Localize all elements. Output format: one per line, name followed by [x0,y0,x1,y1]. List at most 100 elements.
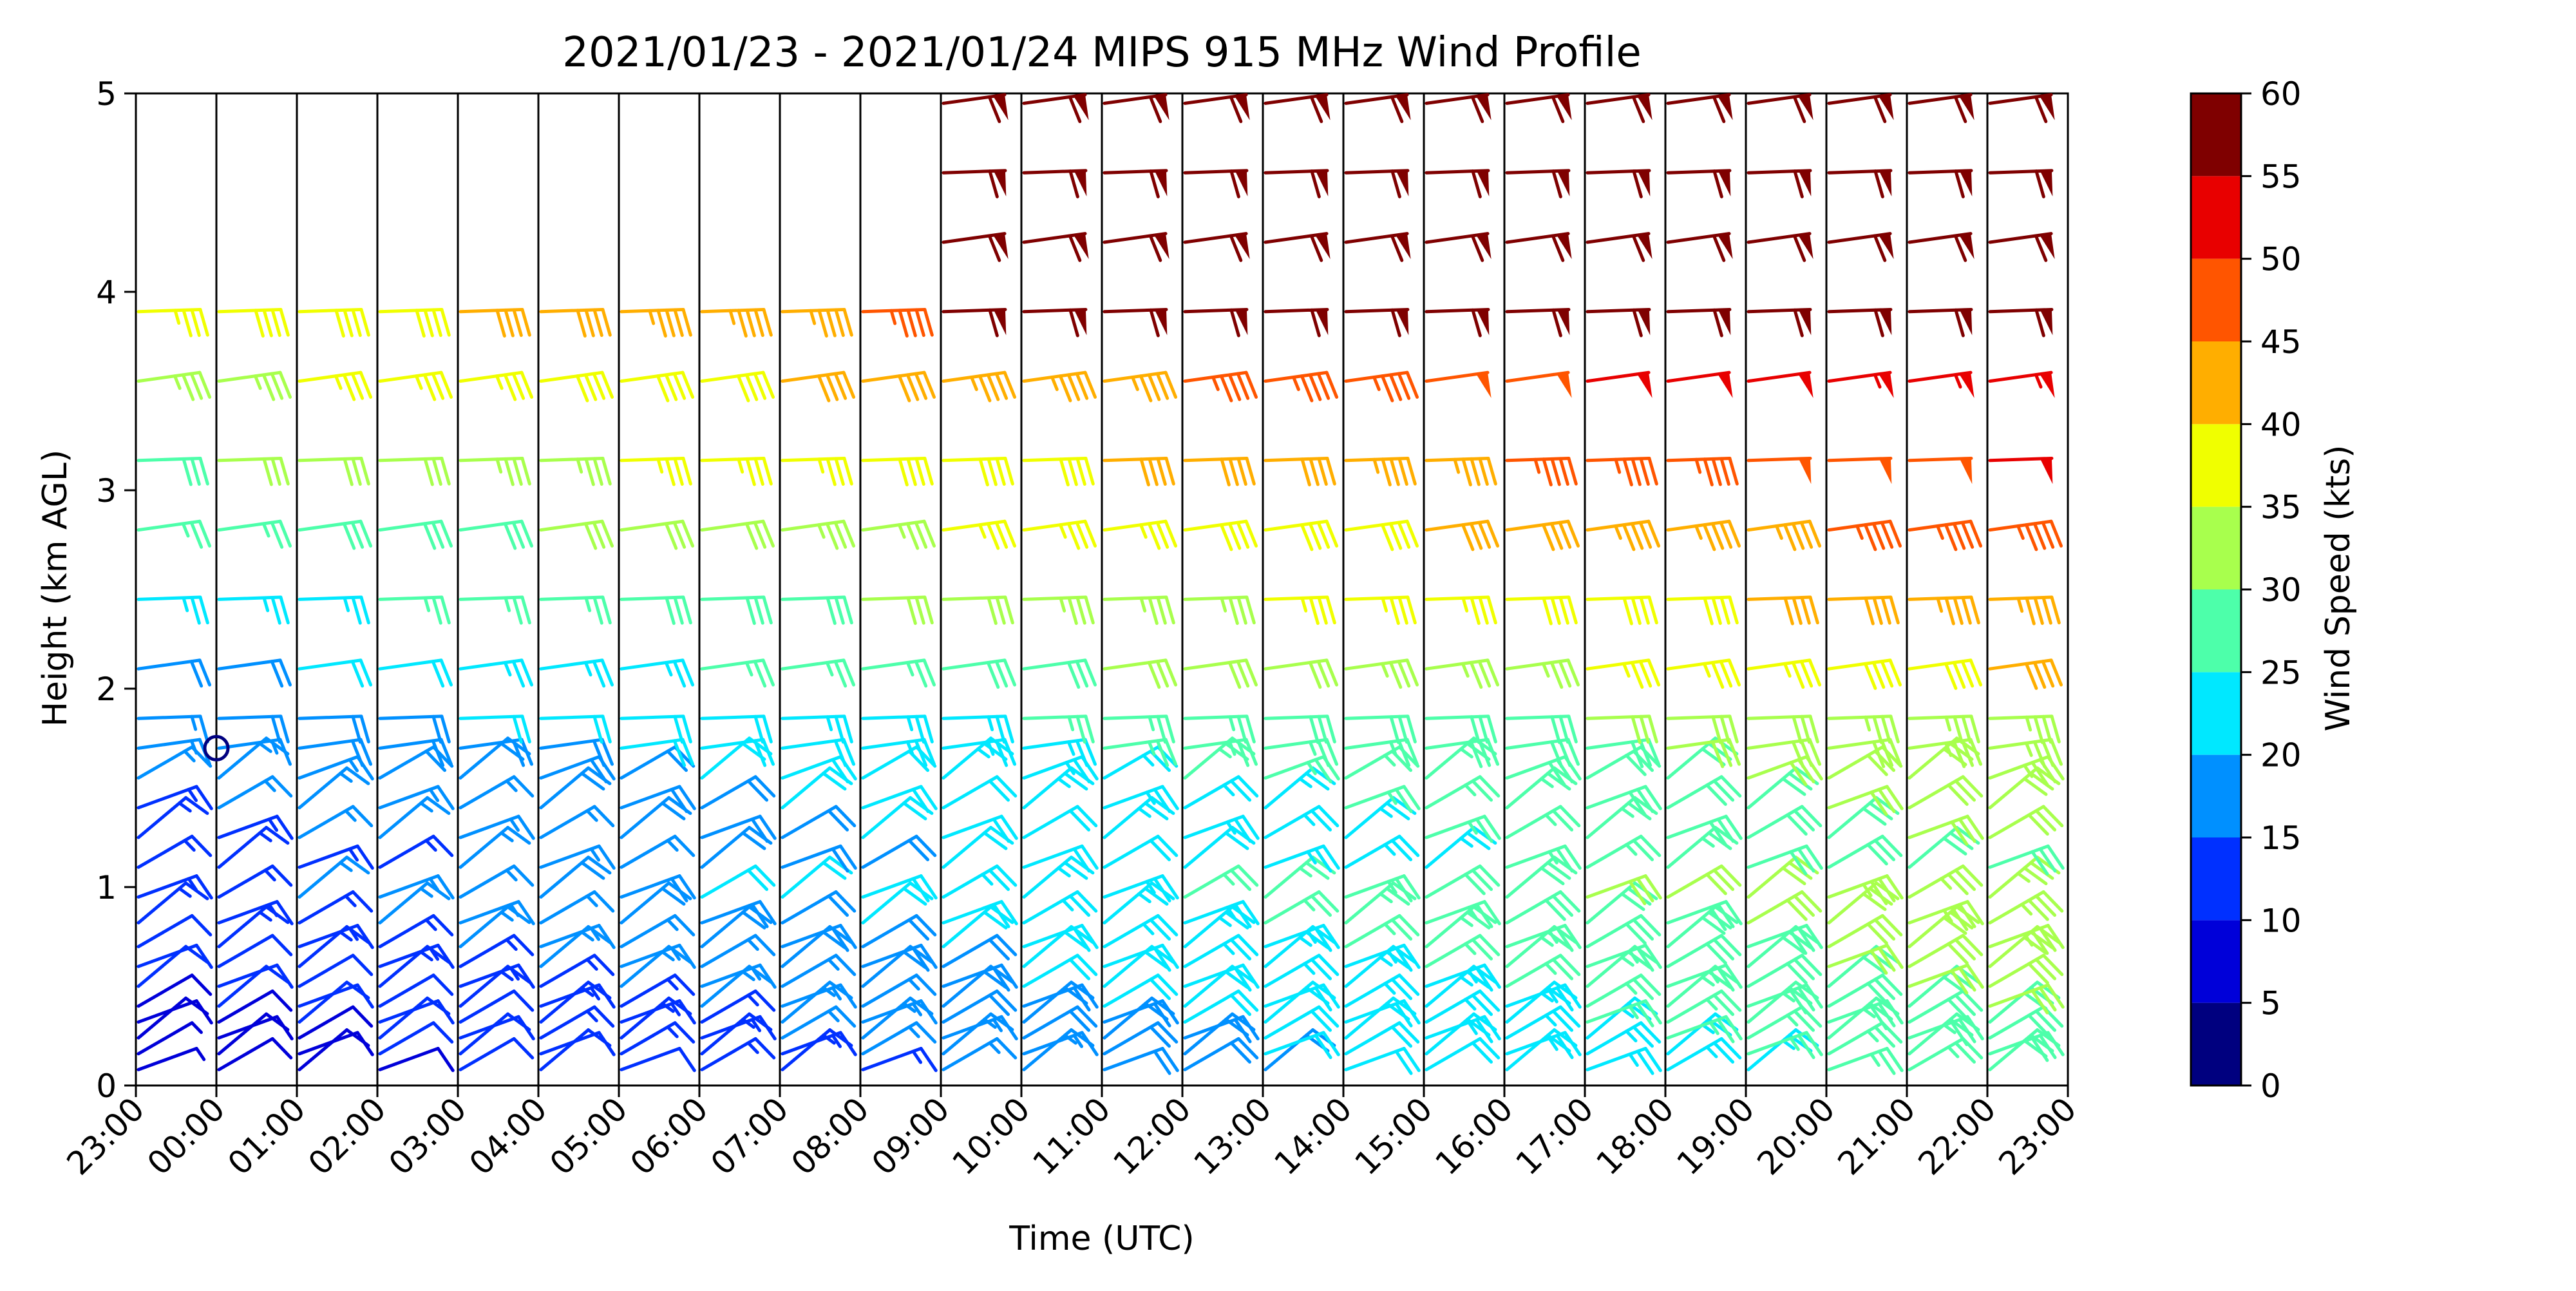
wind-barb [1344,595,1417,626]
wind-barb [1586,999,1662,1028]
wind-barb [1103,370,1178,403]
wind-barb [1103,93,1170,124]
wind-barb [700,989,776,1024]
wind-barb [217,595,290,625]
wind-barb [1988,805,2064,839]
wind-barb [1103,658,1178,689]
wind-barb [1747,456,1812,484]
wind-barb [620,714,692,744]
wind-barb [1747,370,1814,398]
wind-barb [459,1037,535,1071]
wind-barb [1666,989,1742,1024]
wind-barb [942,370,1017,403]
wind-barb [1666,595,1739,626]
wind-barb [1666,864,1742,899]
wind-barb [1022,307,1088,338]
wind-barb [539,983,616,1009]
wind-barb [1747,714,1819,744]
wind-barb [942,519,1017,550]
x-tick-label: 07:00 [704,1090,796,1182]
wind-barb [1022,658,1097,689]
wind-barb [1666,1015,1743,1044]
wind-barb [298,890,374,924]
wind-barb [378,999,455,1025]
wind-barb [217,900,294,926]
wind-barb [942,864,1018,899]
wind-barb [1666,963,1743,992]
wind-barb [137,370,212,401]
wind-barb [942,989,1018,1024]
wind-barb [137,658,212,688]
wind-barb [1425,714,1497,744]
wind-barb [1264,595,1336,626]
wind-barb [1988,595,2061,626]
wind-barb [1103,169,1168,198]
colorbar-segment [2191,258,2241,341]
wind-barb [781,658,856,688]
wind-barb [942,232,1009,262]
wind-barb [1344,714,1417,744]
wind-barb [620,943,696,970]
wind-barb [539,805,615,839]
wind-barb [1586,658,1661,689]
wind-barb [1103,738,1178,767]
wind-barb [298,595,370,625]
wind-barb [1505,595,1578,626]
wind-barb [620,738,695,767]
wind-barb [1183,814,1260,843]
wind-barb [1344,973,1420,1008]
wind-barb [1747,890,1823,924]
wind-barb [1666,232,1733,262]
wind-barb [1505,232,1572,262]
wind-barb [378,973,454,1008]
y-tick-label: 3 [96,472,117,510]
wind-barb [942,963,1018,992]
wind-barb [1827,307,1893,338]
wind-barb [861,943,938,972]
wind-barb [1103,785,1179,814]
colorbar-tick-label: 5 [2260,985,2281,1022]
wind-barb [1183,775,1259,810]
wind-barb [137,456,209,486]
x-tick-label: 11:00 [1026,1090,1118,1182]
wind-barb [700,738,775,767]
wind-barb [1022,983,1099,1012]
wind-barb [1666,370,1733,398]
wind-barb [1827,370,1894,398]
wind-barb [298,738,373,767]
wind-barb [378,738,453,767]
wind-barb [137,796,209,839]
wind-barb [1827,999,1904,1031]
wind-barb [459,519,534,550]
wind-barb [378,370,453,401]
wind-barb [781,890,857,924]
x-axis-label: Time (UTC) [1009,1219,1194,1258]
wind-barb [942,93,1009,124]
x-tick-label: 05:00 [543,1090,635,1182]
wind-barb [1344,1021,1420,1056]
wind-barb [1505,370,1572,398]
wind-barb [1022,924,1099,952]
wind-barb [1988,924,2065,955]
wind-barb [1666,714,1739,744]
wind-barb [1183,232,1250,262]
wind-barb [217,370,292,401]
wind-barb [700,714,773,744]
wind-barb [459,963,535,989]
wind-barb [700,595,773,626]
x-tick-label: 12:00 [1106,1090,1198,1182]
x-tick-label: 20:00 [1750,1090,1842,1182]
wind-barb [1908,963,1984,995]
wind-barb [942,658,1017,689]
wind-barb [1827,943,1904,975]
wind-barb [700,900,777,928]
wind-barb [1425,864,1501,899]
wind-barb [459,900,535,926]
wind-barb [942,595,1014,626]
wind-barb [539,856,612,899]
wind-barb [459,595,531,625]
wind-barb [459,307,531,338]
wind-barb [1747,658,1822,689]
wind-barb [1344,943,1421,972]
x-tick-label: 18:00 [1589,1090,1681,1182]
